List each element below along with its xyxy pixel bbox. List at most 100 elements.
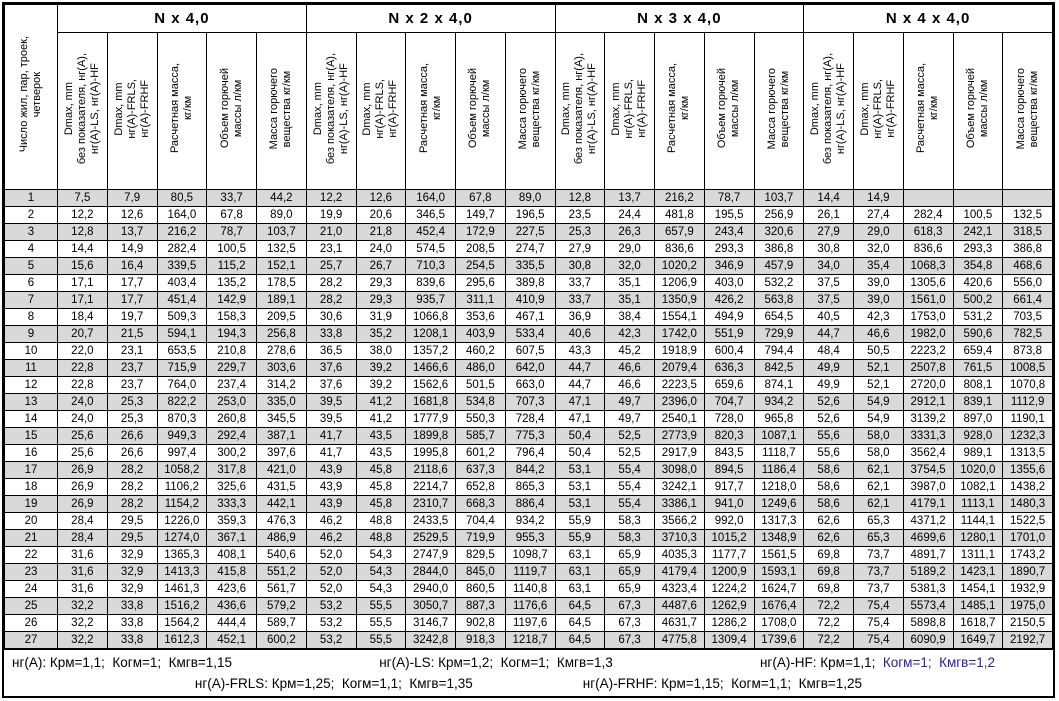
table-row: 26 32,2 33,8 1564,2 444,4 589,7 53,2 55,5 3146,7…	[4, 614, 1053, 632]
data-cell: 607,5	[504, 342, 556, 360]
data-cell: 1890,7	[1002, 563, 1053, 581]
data-cell: 274,7	[504, 240, 556, 258]
data-cell: 1066,8	[405, 308, 456, 326]
data-cell: 38,0	[355, 342, 407, 360]
data-cell: 663,0	[504, 376, 556, 394]
data-cell: 1357,2	[405, 342, 456, 360]
data-cell: 1112,9	[1002, 393, 1053, 411]
data-cell: 1423,1	[952, 563, 1004, 581]
data-cell: 1982,0	[902, 325, 954, 343]
coefficients-footer: нг(A): Крм=1,1; Когм=1; Кмгв=1,15 нг(A)-L…	[4, 649, 1053, 696]
data-cell: 78,7	[703, 189, 755, 207]
table-row: 6 17,1 17,7 403,4 135,2 178,5 28,2 29,3 839,6 295…	[4, 274, 1053, 292]
table-row: 1 7,5 7,9 80,5 33,7 44,2 12,2 12,6 164,0 67,8 89,0…	[4, 189, 1053, 207]
data-cell: 2150,5	[1002, 614, 1053, 632]
data-cell: 820,3	[703, 427, 755, 445]
data-cell: 37,5	[803, 291, 854, 309]
data-cell: 21,8	[355, 223, 407, 241]
data-cell: 24,0	[57, 393, 108, 411]
column-header-g2-c3: Расчетная масса, кг/км	[405, 32, 456, 190]
data-cell: 637,3	[455, 461, 506, 479]
data-cell: 1262,9	[703, 597, 755, 615]
table-row: 19 26,9 28,2 1154,2 333,3 442,1 43,9 45,8 2310,7…	[4, 495, 1053, 513]
data-cell: 1286,2	[703, 614, 755, 632]
data-cell: 2118,6	[405, 461, 456, 479]
data-cell: 45,2	[604, 342, 655, 360]
data-cell: 73,7	[853, 580, 904, 598]
data-cell: 52,0	[305, 580, 357, 598]
row-number-cell: 19	[4, 495, 58, 513]
row-number-cell: 9	[4, 325, 58, 343]
data-cell: 24,0	[57, 410, 108, 428]
data-cell: 229,7	[206, 359, 257, 377]
data-cell: 210,8	[206, 342, 257, 360]
row-number-cell: 21	[4, 529, 58, 547]
data-cell: 37,6	[305, 376, 357, 394]
data-cell: 2079,4	[654, 359, 705, 377]
data-cell: 42,3	[604, 325, 655, 343]
data-cell: 719,9	[455, 529, 506, 547]
data-cell: 1190,1	[1002, 410, 1053, 428]
column-header-g2-c2: Dmax, mm нг(A)-FRLS, нг(A)-FRHF	[355, 32, 407, 190]
table-row: 23 31,6 32,9 1413,3 415,8 551,2 52,0 54,3 2844,0…	[4, 563, 1053, 581]
data-cell: 3754,5	[902, 461, 954, 479]
data-cell: 28,4	[57, 512, 108, 530]
data-cell: 30,8	[554, 257, 606, 275]
data-cell: 782,5	[1002, 325, 1053, 343]
data-cell: 761,5	[952, 359, 1004, 377]
data-cell: 30,8	[803, 240, 854, 258]
data-cell: 58,6	[803, 478, 854, 496]
data-cell: 29,5	[106, 512, 158, 530]
data-cell: 89,0	[504, 189, 556, 207]
data-cell: 216,2	[156, 223, 208, 241]
row-number-cell: 7	[4, 291, 58, 309]
data-cell: 50,4	[554, 427, 606, 445]
data-cell: 19,9	[305, 206, 357, 224]
data-cell: 25,6	[57, 444, 108, 462]
data-cell: 1020,0	[952, 461, 1004, 479]
data-cell: 1200,9	[703, 563, 755, 581]
data-cell: 1020,2	[654, 257, 705, 275]
data-cell: 1624,7	[753, 580, 805, 598]
data-cell: 794,4	[753, 342, 805, 360]
data-cell: 32,9	[106, 546, 158, 564]
data-cell: 12,6	[355, 189, 407, 207]
column-header-g2-c4: Объем горючей массы л/км	[455, 32, 506, 190]
data-cell: 41,2	[355, 410, 407, 428]
data-cell: 601,2	[455, 444, 506, 462]
data-cell: 387,1	[256, 427, 307, 445]
data-cell: 22,8	[57, 359, 108, 377]
data-cell: 533,4	[504, 325, 556, 343]
data-cell: 600,2	[256, 631, 307, 649]
cable-specs-table: Число жил, пар, троек, четверок N x 4,0 N …	[4, 4, 1053, 649]
data-cell: 551,2	[256, 563, 307, 581]
data-cell: 317,8	[206, 461, 257, 479]
data-cell: 31,6	[57, 563, 108, 581]
data-cell: 865,3	[504, 478, 556, 496]
data-cell: 997,4	[156, 444, 208, 462]
data-cell: 1208,1	[405, 325, 456, 343]
row-number-cell: 1	[4, 189, 58, 207]
row-number-cell: 4	[4, 240, 58, 258]
data-cell: 829,5	[455, 546, 506, 564]
data-cell: 196,5	[504, 206, 556, 224]
coefficient-entry: нг(A): Крм=1,1; Когм=1; Кмгв=1,15	[12, 655, 232, 670]
data-cell: 902,8	[455, 614, 506, 632]
data-cell: 654,5	[753, 308, 805, 326]
data-cell	[952, 189, 1004, 207]
data-cell: 860,5	[455, 580, 506, 598]
data-cell: 403,4	[156, 274, 208, 292]
data-cell: 23,1	[305, 240, 357, 258]
table-row: 12 22,8 23,7 764,0 237,4 314,2 37,6 39,2 1562,6 5…	[4, 376, 1053, 394]
data-cell: 19,7	[106, 308, 158, 326]
data-cell: 4631,7	[654, 614, 705, 632]
data-cell: 1365,3	[156, 546, 208, 564]
data-cell: 24,0	[355, 240, 407, 258]
data-cell: 26,9	[57, 461, 108, 479]
coefficient-text: нг(A)-HF: Крм=1,1;	[759, 655, 883, 670]
column-header-g1-c4: Объем горючей массы л/км	[206, 32, 257, 190]
data-cell: 1309,4	[703, 631, 755, 649]
data-cell: 28,2	[305, 274, 357, 292]
column-header-g4-c1: Dmax, mm без показателя, нг(A), нг(A)-LS…	[803, 32, 854, 190]
data-cell: 25,7	[305, 257, 357, 275]
